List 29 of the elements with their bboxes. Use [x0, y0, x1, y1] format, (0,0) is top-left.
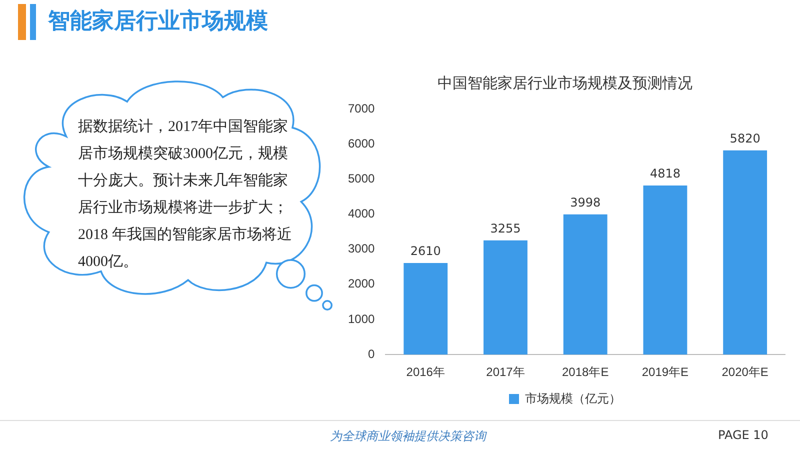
bar: [404, 263, 448, 355]
y-tick-label: 5000: [348, 171, 376, 186]
text: 为全球商业领袖提供决策咨询: [330, 428, 486, 445]
bar: [563, 214, 608, 355]
y-tick-label: 7000: [348, 101, 376, 116]
data-label: 2610: [410, 244, 441, 258]
bar: [484, 240, 528, 355]
text: 智能家居行业市场规模: [48, 8, 268, 36]
text: 据数据统计，2017年中国智能家居市场规模突破3000亿元，规模十分庞大。预计未来几年智能家居行业市场规模将进一步扩大；2018 年我国的智能家居市场将近4000亿。: [78, 117, 293, 272]
y-tick-label: 1000: [348, 312, 376, 326]
y-tick-label: 2000: [348, 276, 376, 291]
bar: [643, 186, 688, 355]
y-tick-label: 3000: [348, 242, 376, 256]
x-tick-label: 2017年: [486, 365, 525, 380]
y-tick-label: 0: [368, 346, 376, 361]
data-label: 3255: [490, 222, 521, 236]
y-tick-label: 6000: [348, 136, 376, 150]
legend-label: 市场规模（亿元）: [525, 391, 621, 406]
x-tick-label: 2019年E: [642, 365, 689, 380]
data-label: 4818: [650, 166, 680, 181]
x-tick-label: 2018年E: [562, 365, 609, 380]
data-label: 3998: [570, 195, 601, 210]
bar: [723, 150, 768, 355]
text: PAGE 10: [718, 428, 768, 442]
chart-title: 中国智能家居行业市场规模及预测情况: [438, 74, 692, 92]
y-tick-label: 4000: [348, 206, 376, 221]
x-tick-label: 2020年E: [722, 365, 768, 380]
x-tick-label: 2016年: [406, 365, 445, 380]
data-label: 5820: [730, 132, 760, 146]
